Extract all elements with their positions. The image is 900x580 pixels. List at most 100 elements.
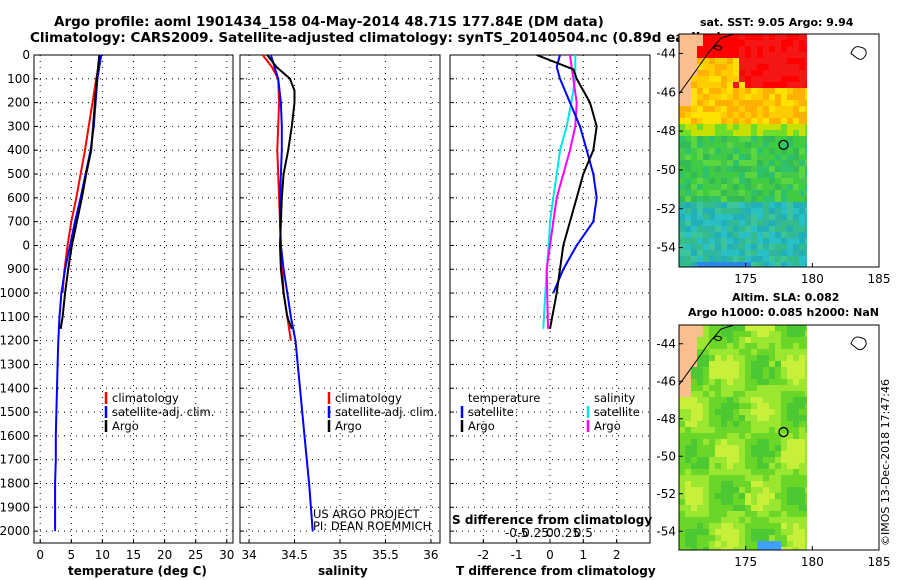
map-cell — [763, 541, 770, 548]
map-cell — [679, 547, 686, 550]
map-cell — [703, 373, 710, 380]
map-cell — [733, 379, 740, 386]
map-cell — [787, 214, 794, 221]
map-cell — [799, 439, 806, 446]
map-cell — [757, 94, 764, 101]
map-cell — [727, 40, 734, 47]
map-cell — [763, 397, 770, 404]
map-cell — [679, 130, 686, 137]
map-cell — [703, 76, 710, 83]
map-cell — [715, 208, 722, 215]
map-cell — [769, 184, 776, 191]
map-cell — [751, 52, 758, 59]
map-cell — [679, 100, 686, 107]
map-cell — [685, 385, 692, 392]
map-cell — [793, 214, 800, 221]
map-cell — [781, 178, 788, 185]
map-cell — [685, 256, 692, 263]
map-cell — [733, 535, 740, 542]
map-cell — [697, 379, 704, 386]
map-cell — [733, 499, 740, 506]
map-cell — [679, 40, 686, 47]
map-cell — [715, 355, 722, 362]
map-cell — [769, 391, 776, 398]
map-cell — [709, 415, 716, 422]
map-cell — [775, 70, 782, 77]
map-cell — [799, 58, 806, 65]
map-cell — [679, 214, 686, 221]
lat-tick-label: -48 — [656, 412, 676, 426]
map-cell — [799, 148, 806, 155]
map-cell — [733, 262, 740, 267]
map-cell — [775, 349, 782, 356]
map-cell — [691, 130, 698, 137]
map-cell — [781, 379, 788, 386]
map-cell — [775, 385, 782, 392]
map-cell — [709, 40, 716, 47]
map-cell — [763, 409, 770, 416]
map-cell — [709, 541, 716, 548]
map-cell — [805, 481, 807, 488]
map-cell — [781, 106, 788, 113]
map-cell — [775, 190, 782, 197]
map-cell — [709, 46, 716, 53]
map-cell — [763, 190, 770, 197]
map-frame — [678, 33, 880, 268]
map-cell — [685, 154, 692, 161]
map-cell — [781, 154, 788, 161]
map-cell — [805, 355, 807, 362]
map-cell — [739, 325, 746, 332]
map-cell — [697, 463, 704, 470]
map-cell — [691, 154, 698, 161]
map-cell — [799, 256, 806, 263]
map-cell — [733, 529, 740, 536]
map-cell — [697, 493, 704, 500]
map-cell — [715, 226, 722, 233]
map-cell — [775, 196, 782, 203]
map-cell — [727, 331, 734, 338]
map-cell — [697, 403, 704, 410]
map-cell — [709, 475, 716, 482]
series-argo — [266, 54, 296, 330]
map-cell — [691, 343, 698, 350]
map-cell — [787, 58, 794, 65]
map-cell — [805, 190, 807, 197]
map-cell — [727, 529, 734, 536]
map-cell — [703, 262, 710, 267]
map-cell — [739, 511, 746, 518]
map-cell — [697, 427, 704, 434]
map-cell — [733, 160, 740, 167]
map-cell — [775, 469, 782, 476]
map-cell — [745, 58, 752, 65]
map-cell — [721, 58, 728, 65]
map-cell — [727, 226, 734, 233]
map-cell — [727, 34, 734, 41]
y-tick-label: 300 — [7, 119, 30, 133]
map-cell — [781, 541, 788, 548]
map-cell — [781, 481, 788, 488]
map-cell — [739, 547, 746, 550]
map-cell — [745, 475, 752, 482]
map-cell — [781, 469, 788, 476]
map-cell — [793, 142, 800, 149]
map-cell — [775, 64, 782, 71]
map-cell — [793, 409, 800, 416]
map-cell — [751, 232, 758, 239]
map-cell — [793, 76, 800, 83]
map-cell — [769, 34, 776, 41]
map-cell — [685, 367, 692, 374]
map-cell — [709, 499, 716, 506]
map-cell — [739, 421, 746, 428]
map-cell — [721, 190, 728, 197]
map-cell — [793, 427, 800, 434]
map-cell — [691, 379, 698, 386]
map-cell — [763, 415, 770, 422]
map-cell — [685, 469, 692, 476]
map-cell — [793, 421, 800, 428]
map-cell — [799, 451, 806, 458]
map-cell — [703, 214, 710, 221]
map-cell — [685, 232, 692, 239]
map-cell — [799, 64, 806, 71]
map-cell — [799, 397, 806, 404]
map-cell — [679, 433, 686, 440]
